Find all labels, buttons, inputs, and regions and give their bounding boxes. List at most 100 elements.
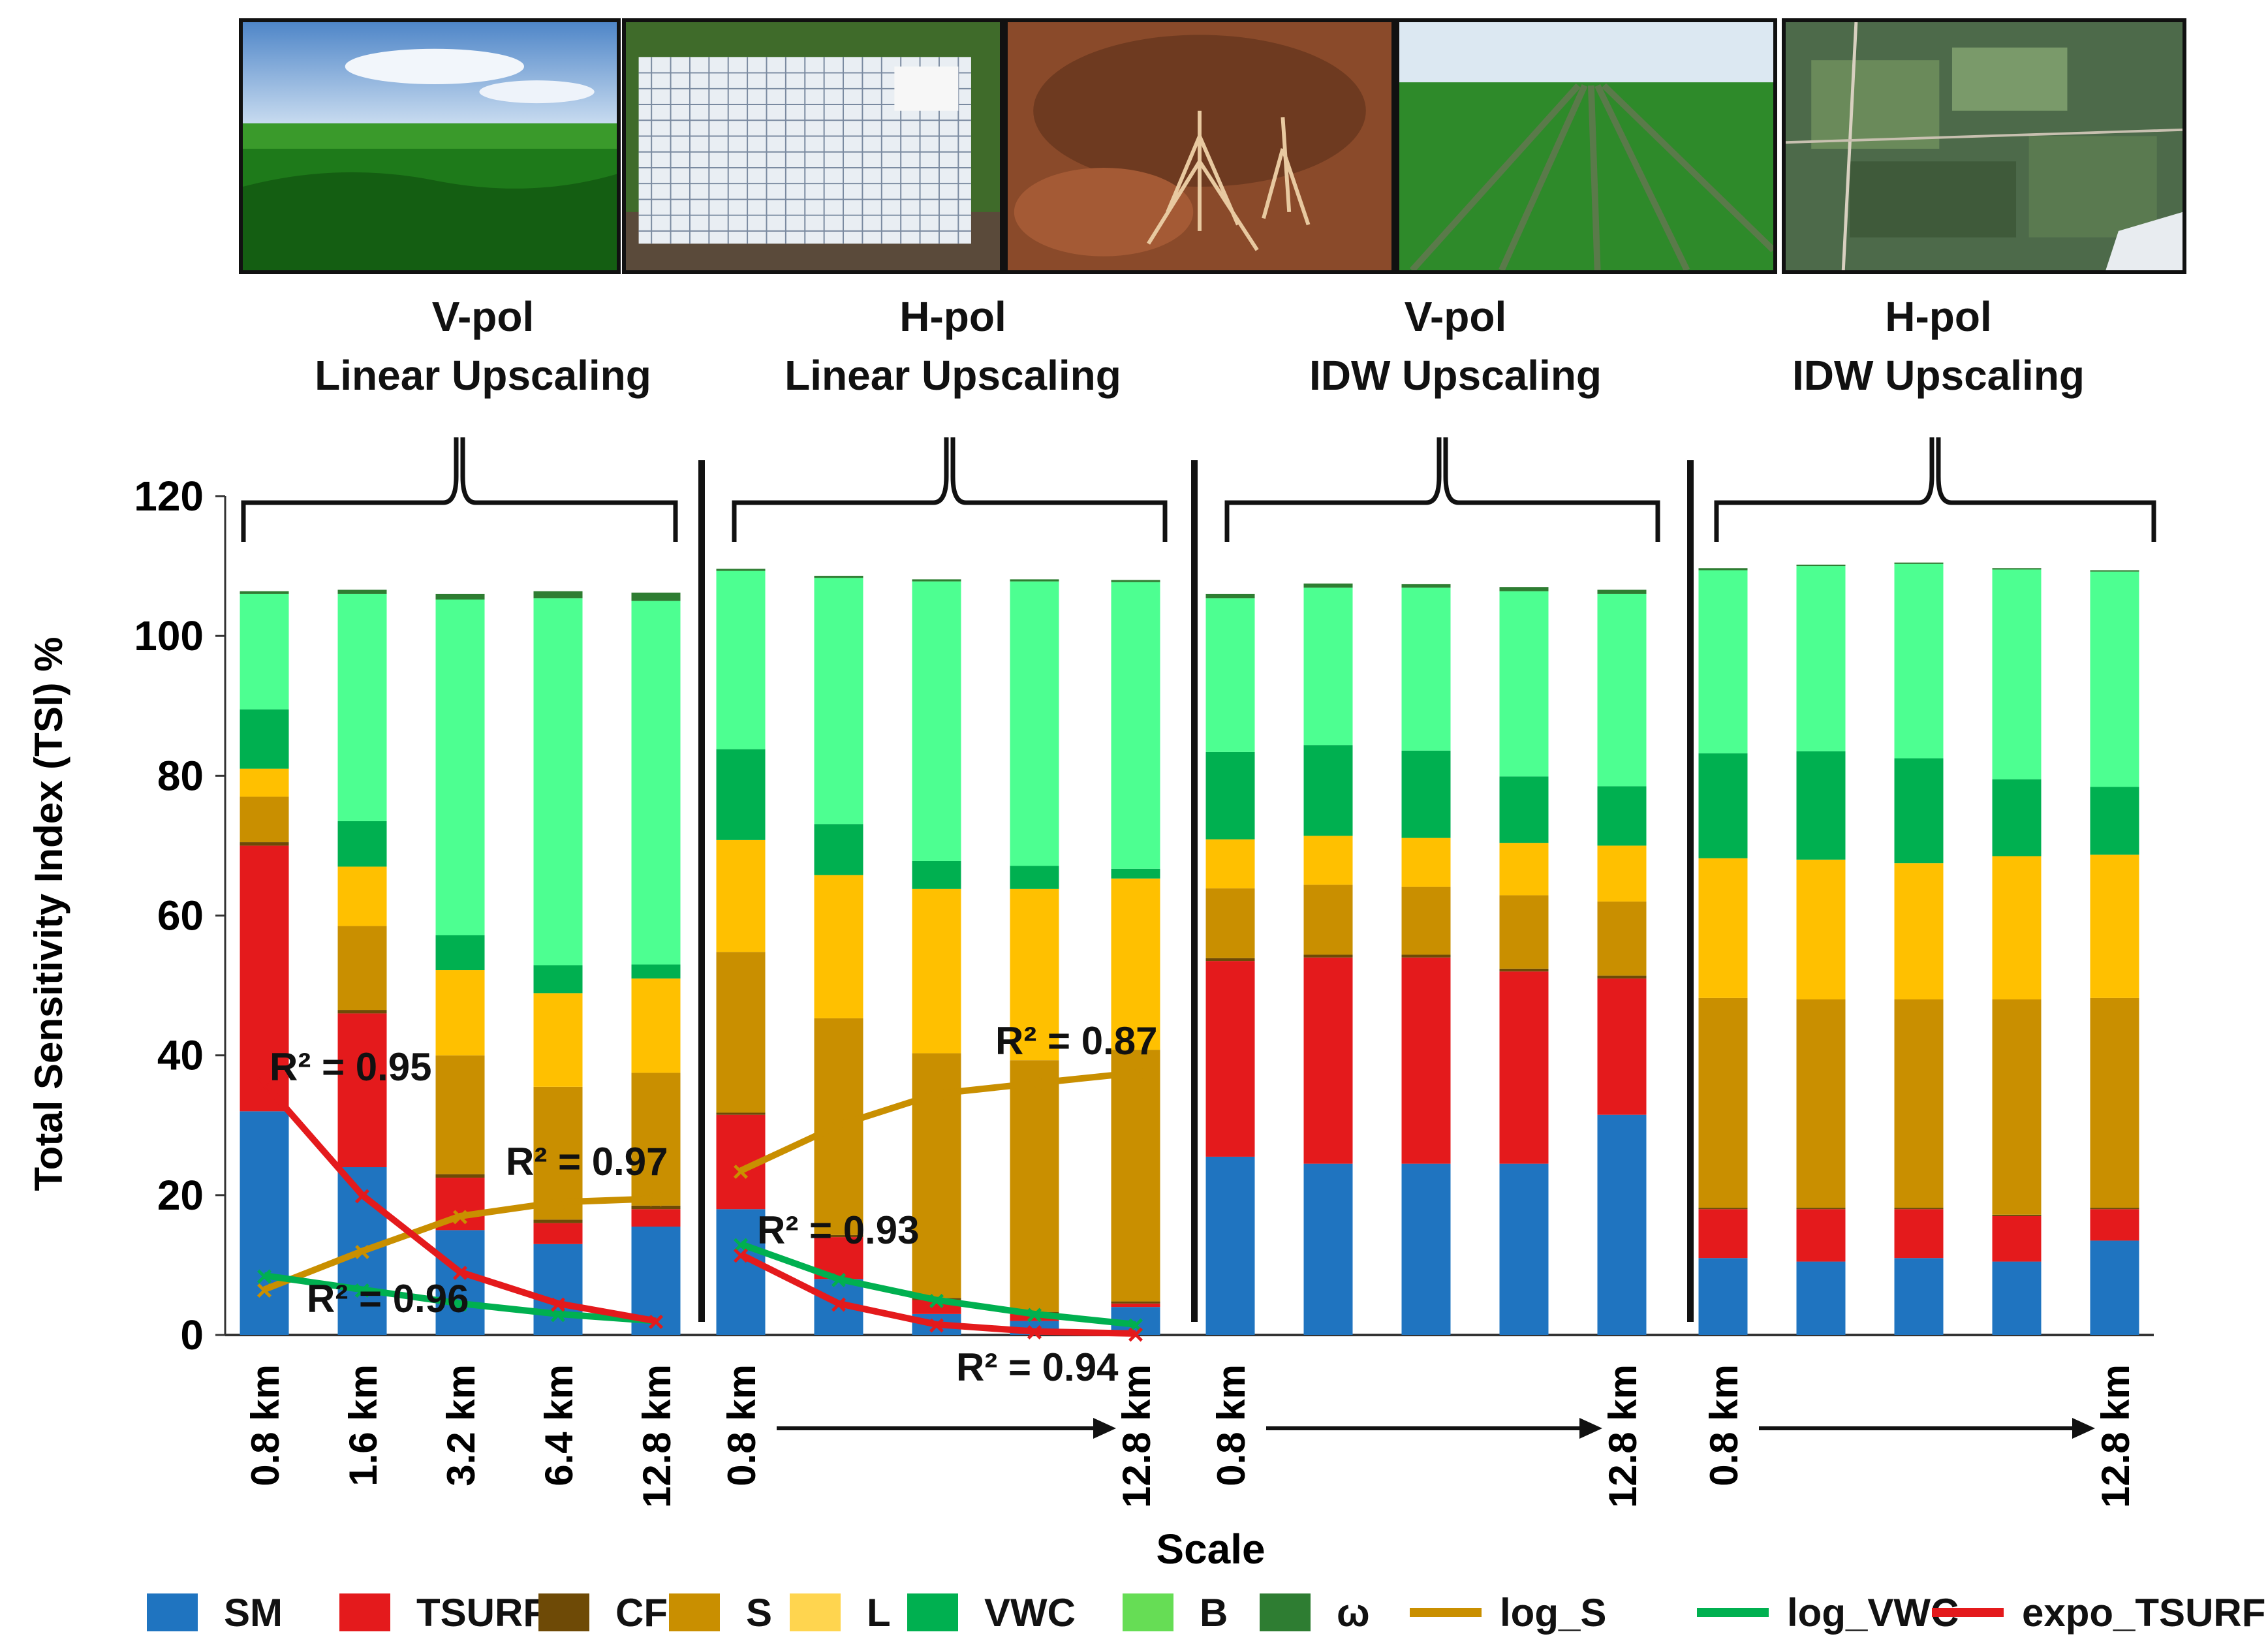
- bar-segment-vwc: [2090, 787, 2139, 855]
- panel-header-vpol-linear: V-pol Linear Upscaling: [255, 287, 711, 405]
- scale-arrow-head: [1579, 1418, 1602, 1439]
- bar-segment-vwc: [1401, 750, 1451, 838]
- bar-segment-s: [1401, 886, 1451, 955]
- legend-label: ω: [1337, 1590, 1370, 1635]
- trend-marker: ×: [1026, 1299, 1043, 1331]
- bar-segment-b: [1205, 598, 1255, 752]
- bar-segment-vwc: [631, 964, 681, 979]
- legend-item-l: L: [790, 1580, 891, 1645]
- bar-segment-b: [1401, 588, 1451, 751]
- x-tick-label: 6.4 km: [537, 1364, 581, 1486]
- bar-segment-cf: [1894, 1208, 1944, 1210]
- bar-segment-s: [2090, 997, 2139, 1208]
- bar-segment-vwc: [240, 709, 289, 769]
- trend-marker: ×: [830, 1110, 847, 1142]
- bar-segment-omega: [912, 579, 961, 582]
- trend-marker: ×: [1026, 1317, 1043, 1349]
- x-tick-label: 0.8 km: [243, 1364, 287, 1486]
- bar-segment-sm: [1698, 1258, 1748, 1335]
- bar-segment-cf: [435, 1174, 485, 1178]
- legend-label: SM: [224, 1590, 283, 1635]
- y-tick-label: 40: [157, 1032, 204, 1079]
- bar-segment-sm: [533, 1244, 583, 1335]
- y-tick-label: 80: [157, 752, 204, 799]
- bar-segment-l: [631, 978, 681, 1073]
- x-tick-label: 0.8 km: [720, 1364, 764, 1486]
- bar-segment-b: [533, 598, 583, 965]
- bar-segment-cf: [533, 1219, 583, 1223]
- trend-marker: ×: [452, 1257, 469, 1289]
- bar-segment-s: [533, 1086, 583, 1220]
- bar-segment-tsurf: [337, 1013, 387, 1167]
- root-soil-photo: [1004, 18, 1395, 274]
- bar-segment-cf: [1303, 954, 1353, 958]
- bar-segment-cf: [2090, 1208, 2139, 1210]
- trend-line-log-s: [263, 1195, 657, 1293]
- legend-item-tsurf: TSURF: [339, 1580, 547, 1645]
- bar-segment-l: [1597, 845, 1647, 902]
- legend-label: CF: [615, 1590, 668, 1635]
- bar-segment-vwc: [1796, 751, 1846, 860]
- bar-segment-b: [1698, 570, 1748, 754]
- bar-segment-s: [1205, 888, 1255, 958]
- bar-segment-tsurf: [1205, 961, 1255, 1157]
- bar-segment-l: [337, 866, 387, 926]
- bar-segment-vwc: [1499, 776, 1549, 843]
- bar-segment-b: [1303, 588, 1353, 745]
- bar-segment-b: [240, 593, 289, 710]
- bar-segment-b: [2090, 571, 2139, 787]
- r-squared-label: R² = 0.93: [757, 1208, 919, 1252]
- panel-header-line2: Linear Upscaling: [784, 352, 1121, 399]
- trend-marker: ×: [550, 1289, 567, 1321]
- bar-segment-l: [1401, 838, 1451, 887]
- bar-segment-tsurf: [533, 1223, 583, 1244]
- bar-segment-vwc: [533, 965, 583, 994]
- bar-segment-omega: [814, 576, 863, 578]
- trend-marker: ×: [928, 1079, 945, 1111]
- legend-item-sm: SM: [147, 1580, 283, 1645]
- y-tick-label: 60: [157, 892, 204, 939]
- bar-segment-l: [240, 768, 289, 797]
- trend-marker: ×: [354, 1274, 371, 1306]
- legend-swatch: [339, 1593, 390, 1631]
- bar-segment-l: [1010, 888, 1059, 1061]
- x-tick-label: 12.8 km: [635, 1364, 679, 1508]
- bar-segment-b: [912, 581, 961, 861]
- trend-marker: ×: [354, 1236, 371, 1268]
- legend-label: log_S: [1500, 1590, 1607, 1635]
- bar-segment-cf: [1597, 975, 1647, 979]
- bar-segment-sm: [1992, 1261, 2042, 1335]
- bar-segment-tsurf: [1010, 1313, 1059, 1321]
- bar-segment-s: [435, 1055, 485, 1174]
- legend-swatch: [1410, 1608, 1482, 1617]
- panel-header-line1: V-pol: [431, 293, 535, 340]
- x-tick-label: 12.8 km: [1601, 1364, 1645, 1508]
- bar-segment-vwc: [435, 935, 485, 971]
- trend-marker: ×: [256, 1274, 273, 1306]
- bar-segment-l: [435, 970, 485, 1056]
- bar-segment-omega: [1796, 564, 1846, 567]
- bar-segment-sm: [1205, 1156, 1255, 1335]
- aerial-fields-photo: [1782, 18, 2186, 274]
- bar-segment-omega: [1401, 584, 1451, 588]
- legend-label: expo_TSURF: [2022, 1590, 2266, 1635]
- trend-marker: ×: [732, 1240, 749, 1272]
- legend-label: B: [1200, 1590, 1228, 1635]
- bar-segment-omega: [1894, 562, 1944, 564]
- panel-header-hpol-linear: H-pol Linear Upscaling: [724, 287, 1181, 405]
- bar-segment-l: [912, 888, 961, 1054]
- bar-segment-tsurf: [631, 1209, 681, 1227]
- bar-segment-l: [1698, 858, 1748, 998]
- bar-segment-l: [533, 993, 583, 1087]
- bar-segment-l: [716, 839, 766, 952]
- x-tick-label: 12.8 km: [2094, 1364, 2137, 1508]
- trend-marker: ×: [256, 1069, 273, 1101]
- bar-segment-tsurf: [1796, 1209, 1846, 1262]
- bar-segment-vwc: [912, 860, 961, 889]
- legend-swatch: [1260, 1593, 1311, 1631]
- bar-segment-sm: [240, 1111, 289, 1335]
- y-tick-label: 120: [134, 473, 204, 520]
- trend-marker: ×: [830, 1264, 847, 1296]
- trend-marker: ×: [550, 1187, 567, 1219]
